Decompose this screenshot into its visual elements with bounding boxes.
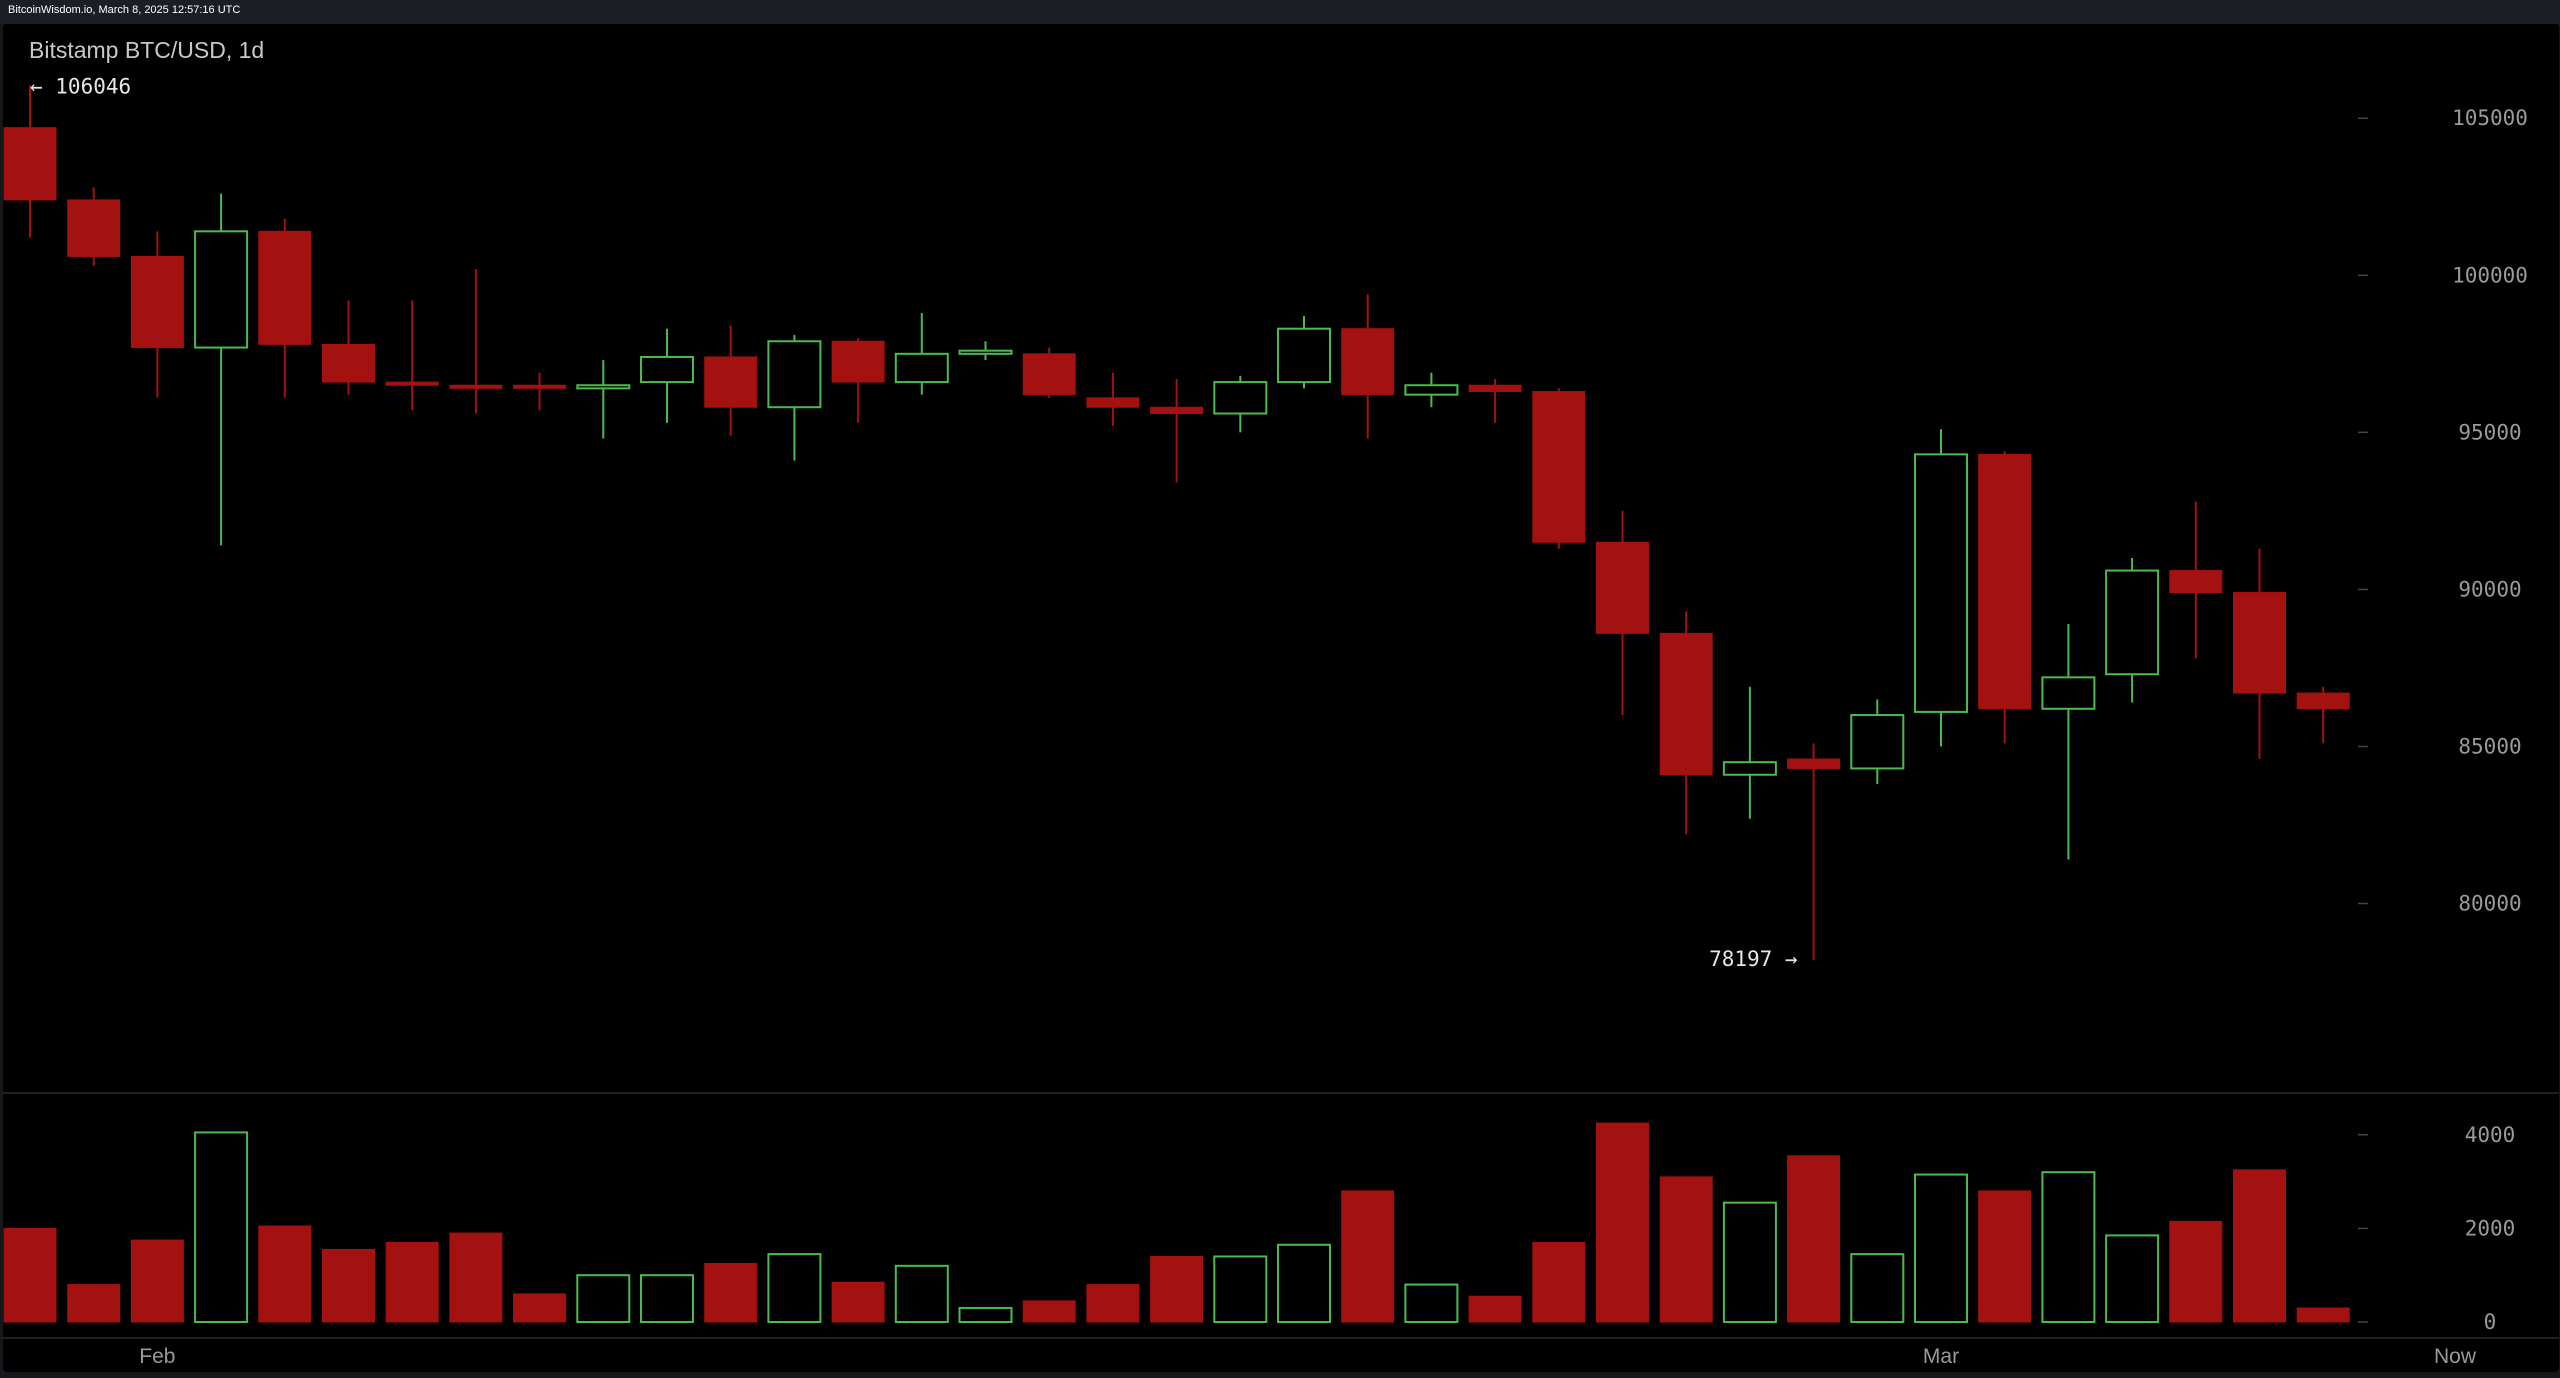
candle-body-up [1722,761,1777,776]
candle-body-down [1659,632,1713,776]
candle-body-up [2105,569,2160,676]
volume-tick-label: 4000 [2465,1123,2516,1147]
candle-body-down [258,230,312,345]
volume-bar-up [1914,1173,1968,1324]
candle-body-down [449,384,503,389]
volume-bar-up [767,1253,822,1324]
candle-body-down [2296,692,2350,710]
volume-bar-down [1150,1255,1204,1323]
volume-bar-down [449,1232,503,1323]
chart-canvas[interactable]: 80000 85000 90000 95000 100000 105000 0 2000 400… [3,24,2559,1372]
candle-body-up [767,340,822,409]
candle-body-up [2041,676,2096,710]
high-price-annotation: ← 106046 [30,74,131,98]
volume-bar-down [258,1225,312,1323]
volume-bar-up [1404,1283,1459,1324]
volume-bar-down [1022,1300,1076,1323]
volume-bar-down [3,1227,57,1323]
volume-tick-label: 2000 [2465,1216,2516,1240]
volume-bar-down [322,1248,375,1323]
time-axis-label: Now [2434,1345,2477,1368]
candle-body-up [1213,381,1268,415]
volume-bar-down [1468,1295,1522,1323]
candle-body-down [513,384,567,389]
candle-body-down [1787,758,1841,769]
volume-bar-down [2233,1169,2286,1323]
candle-body-down [1532,391,1586,543]
candle-body-up [894,352,949,384]
volume-bar-down [1341,1190,1395,1323]
candle-body-down [1150,406,1204,415]
price-tick-label: 100000 [2452,263,2528,287]
candle-body-up [958,349,1013,355]
volume-bar-up [194,1131,249,1323]
price-tick-label: 85000 [2458,734,2521,758]
candle-body-down [1022,353,1076,396]
candle-body-up [1914,453,1968,713]
candle-body-down [67,199,121,257]
price-tick-label: 90000 [2458,577,2521,601]
candle-body-down [130,255,184,349]
volume-bar-down [2296,1307,2350,1323]
time-axis-label: Mar [1923,1345,1959,1368]
volume-bar-up [640,1274,694,1324]
candle-body-down [1086,397,1140,408]
time-axis-label: Feb [139,1345,175,1368]
candle-body-up [1277,327,1331,384]
candle-body-down [1341,328,1395,396]
low-price-annotation: 78197 → [1709,947,1798,971]
candle-body-down [2169,570,2223,594]
volume-bar-up [576,1274,631,1324]
volume-tick-label: 0 [2484,1310,2497,1334]
candle-body-down [2233,592,2286,694]
candle-body-up [640,355,694,384]
candle-body-down [385,381,439,386]
candle-body-down [322,343,375,383]
volume-bar-down [1532,1241,1586,1323]
volume-bar-down [1086,1284,1140,1323]
volume-bar-up [1850,1253,1905,1324]
candle-body-down [1468,384,1522,393]
candle-body-down [3,127,57,201]
volume-bar-down [831,1281,885,1323]
volume-bar-down [1978,1190,2032,1323]
volume-bar-up [1277,1243,1331,1324]
candle-body-up [1404,384,1459,396]
candle-body-down [1596,541,1649,634]
volume-bar-down [385,1241,439,1323]
price-tick-label: 105000 [2452,106,2528,130]
site-timestamp: BitcoinWisdom.io, March 8, 2025 12:57:16… [8,4,241,16]
candle-body-up [576,384,631,390]
price-tick-label: 80000 [2458,892,2521,916]
volume-bar-down [67,1284,121,1323]
volume-bar-up [2041,1171,2096,1323]
volume-bar-up [2105,1234,2160,1324]
price-tick-label: 95000 [2458,420,2521,444]
volume-bar-up [1213,1255,1268,1324]
volume-bar-down [513,1293,567,1323]
candle-body-down [831,340,885,383]
candle-body-up [1850,714,1905,770]
volume-bar-down [1659,1176,1713,1323]
volume-bar-down [704,1262,758,1323]
volume-bar-down [1787,1155,1841,1323]
volume-bar-down [1596,1122,1649,1323]
candle-body-up [194,230,249,349]
volume-bar-up [894,1264,949,1324]
volume-bar-up [1722,1201,1777,1324]
candle-body-down [1978,453,2032,710]
top-bar: BitcoinWisdom.io, March 8, 2025 12:57:16… [0,0,2560,24]
chart-panel[interactable]: 80000 85000 90000 95000 100000 105000 0 2000 400… [3,24,2559,1372]
volume-bar-down [130,1239,184,1323]
volume-bar-up [958,1306,1013,1323]
volume-bar-down [2169,1220,2223,1323]
chart-title: Bitstamp BTC/USD, 1d [29,37,265,63]
candle-body-down [704,356,758,408]
